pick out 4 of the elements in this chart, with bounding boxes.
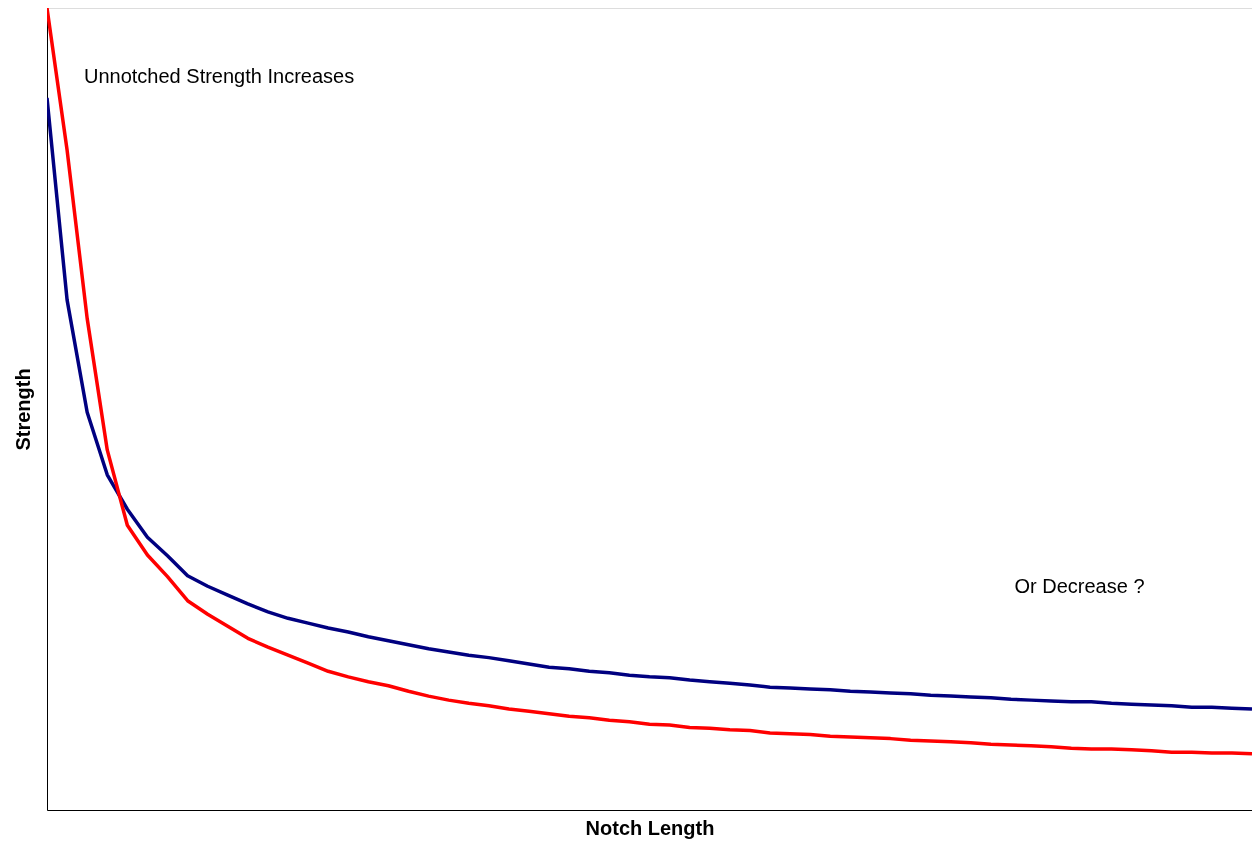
- annotation: Or Decrease ?: [1014, 574, 1145, 597]
- annotation: Unnotched Strength Increases: [84, 64, 355, 87]
- y-axis-title: Strength: [11, 368, 34, 451]
- x-axis-title: Notch Length: [585, 816, 715, 839]
